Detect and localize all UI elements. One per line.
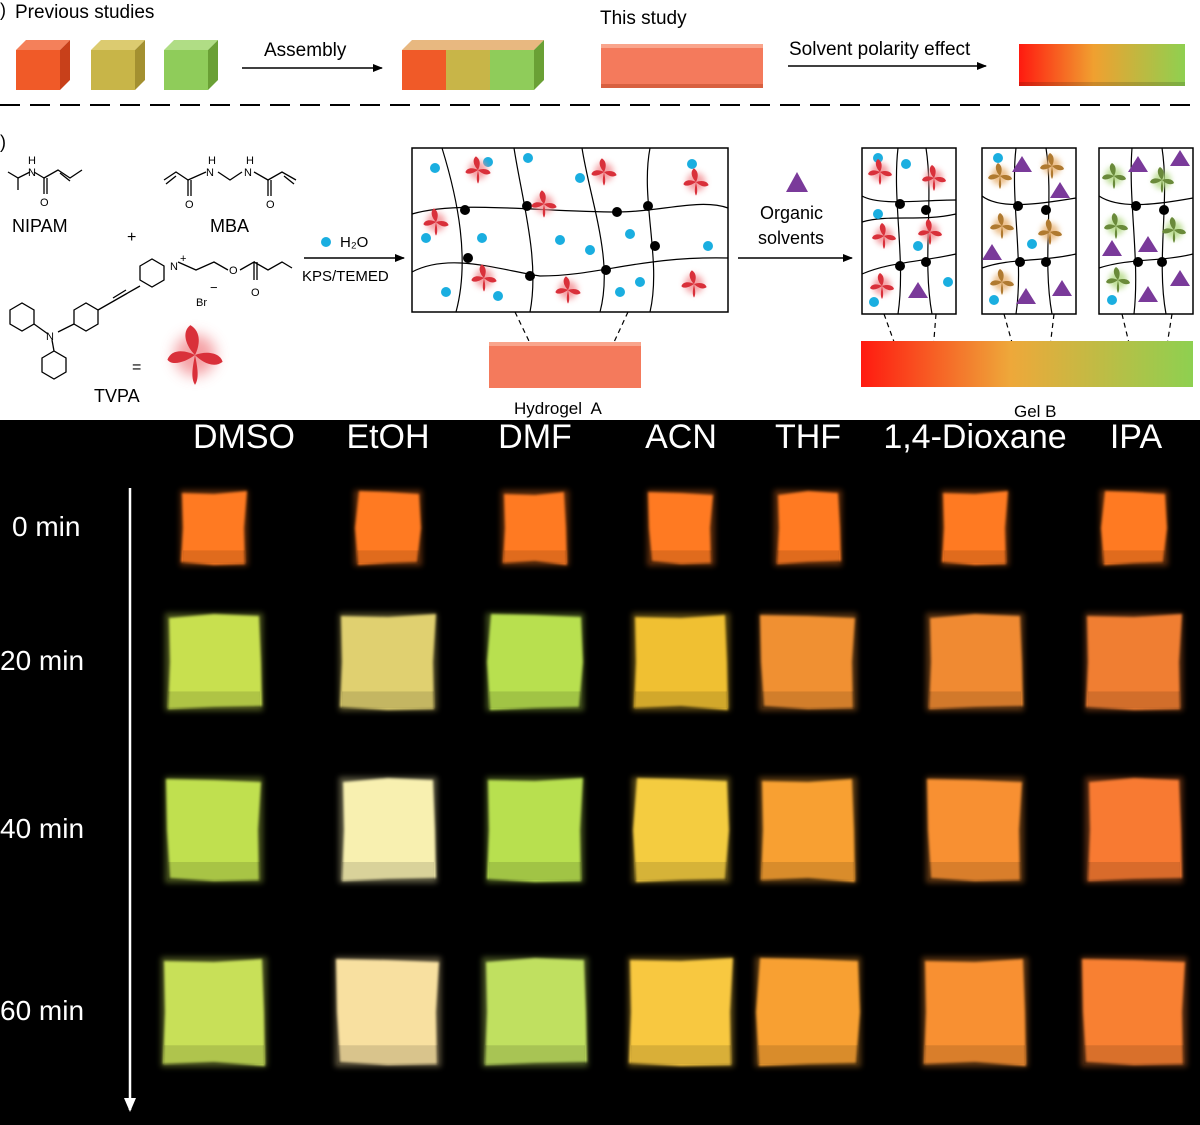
gel-sample	[165, 777, 263, 883]
tvpa-label: TVPA	[94, 386, 140, 406]
nipam-structure	[7, 169, 83, 194]
gel-sample	[647, 490, 715, 566]
this-study-label: This study	[600, 8, 687, 29]
mba-h1: H	[208, 155, 216, 167]
gradient-bar	[1019, 44, 1185, 86]
time-label-0: 0 min	[12, 511, 80, 542]
gel-sample	[486, 613, 584, 711]
gel-sample	[1085, 777, 1183, 883]
assembly-label: Assembly	[264, 40, 347, 61]
solvent-header-2: DMF	[498, 418, 572, 456]
bromide-minus: −	[210, 280, 218, 295]
gel-sample	[165, 613, 263, 711]
panel-a: ) Previous studies Assembly This stu	[0, 0, 1185, 90]
time-label-3: 60 min	[0, 995, 84, 1026]
time-labels: 0 min 20 min 40 min 60 min	[0, 511, 84, 1026]
solvent-header-3: ACN	[645, 418, 717, 456]
gel-sample	[339, 777, 437, 883]
gel-sample	[941, 490, 1009, 566]
solvent-header-4: THF	[775, 418, 841, 456]
mba-o1: O	[185, 199, 194, 211]
panel-a-letter: )	[0, 0, 6, 20]
gel-sample	[335, 957, 441, 1067]
tvpa-n: N	[46, 331, 54, 343]
nipam-n: N	[28, 167, 36, 179]
panel-b: ) N H O NIPAM + N	[0, 132, 1194, 421]
panel-c: DMSO EtOH DMF ACN THF 1,4-Dioxane IPA 0 min 20 …	[0, 418, 1200, 1125]
time-label-1: 20 min	[0, 645, 84, 676]
gel-sample	[354, 490, 422, 566]
gel-samples	[161, 490, 1187, 1067]
gel-sample	[774, 490, 842, 566]
gel-sample	[632, 777, 730, 883]
mba-label: MBA	[210, 216, 249, 236]
solvent-header-0: DMSO	[193, 418, 295, 456]
gel-sample	[482, 957, 588, 1067]
ester-o: O	[229, 265, 238, 277]
mba-h2: H	[246, 155, 254, 167]
gel-box-1	[861, 147, 957, 315]
gel-box-3	[1098, 147, 1194, 315]
hydrogel-network	[411, 147, 729, 313]
plus-sign: +	[127, 229, 136, 246]
gel-sample	[632, 613, 730, 711]
time-label-2: 40 min	[0, 813, 84, 844]
gel-sample	[1100, 490, 1168, 566]
assembled-bar	[402, 40, 544, 90]
gel-sample	[922, 957, 1028, 1067]
gel-sample	[755, 957, 861, 1067]
gel-b-label: Gel B	[1014, 402, 1057, 421]
carbonyl-o: O	[251, 287, 260, 299]
kps-temed-label: KPS/TEMED	[302, 268, 389, 285]
previous-studies-label: Previous studies	[15, 2, 154, 23]
organic-solvents-line2: solvents	[758, 228, 824, 248]
green-cube	[164, 40, 218, 90]
mba-o2: O	[266, 199, 275, 211]
gel-sample	[1085, 613, 1183, 711]
organic-solvents-line1: Organic	[760, 203, 823, 223]
nipam-h: H	[28, 155, 36, 167]
gel-sample	[926, 613, 1024, 711]
mba-n2: N	[244, 167, 252, 179]
gel-gradient-bar	[861, 341, 1193, 387]
equals-sign: =	[132, 359, 141, 376]
gel-box-2	[981, 147, 1077, 315]
pyridinium-n: N	[170, 261, 178, 273]
tvpa-structure	[9, 258, 293, 380]
pyridinium-charge: +	[180, 253, 186, 265]
solvent-header-1: EtOH	[346, 418, 429, 456]
gel-sample	[339, 613, 437, 711]
gel-sample	[1081, 957, 1187, 1067]
h2o-label: H₂O	[340, 234, 368, 251]
red-cube	[16, 40, 70, 90]
nipam-label: NIPAM	[12, 216, 68, 236]
panel-b-letter: )	[0, 132, 6, 152]
tvpa-symbol	[167, 325, 222, 385]
gel-sample	[180, 490, 248, 566]
gel-sample	[926, 777, 1024, 883]
gel-sample	[628, 957, 734, 1067]
mba-structure	[163, 171, 297, 196]
gel-sample	[759, 777, 857, 883]
gel-sample	[486, 777, 584, 883]
olive-cube	[91, 40, 145, 90]
bromide-label: Br	[196, 297, 207, 309]
gel-sample	[759, 613, 857, 711]
hydrogel-label: Hydrogel A	[514, 399, 603, 418]
gel-sample	[161, 957, 267, 1067]
water-legend-dot	[321, 237, 331, 247]
solvent-header-6: IPA	[1110, 418, 1163, 456]
solvent-headers: DMSO EtOH DMF ACN THF 1,4-Dioxane IPA	[193, 418, 1162, 456]
nipam-o: O	[40, 197, 49, 209]
mba-n1: N	[206, 167, 214, 179]
hydrogel-bar	[489, 342, 641, 388]
study-bar	[601, 44, 763, 88]
gel-sample	[501, 490, 569, 566]
solvent-polarity-label: Solvent polarity effect	[789, 39, 971, 60]
solvent-triangle-legend	[786, 172, 808, 192]
solvent-header-5: 1,4-Dioxane	[883, 418, 1066, 456]
